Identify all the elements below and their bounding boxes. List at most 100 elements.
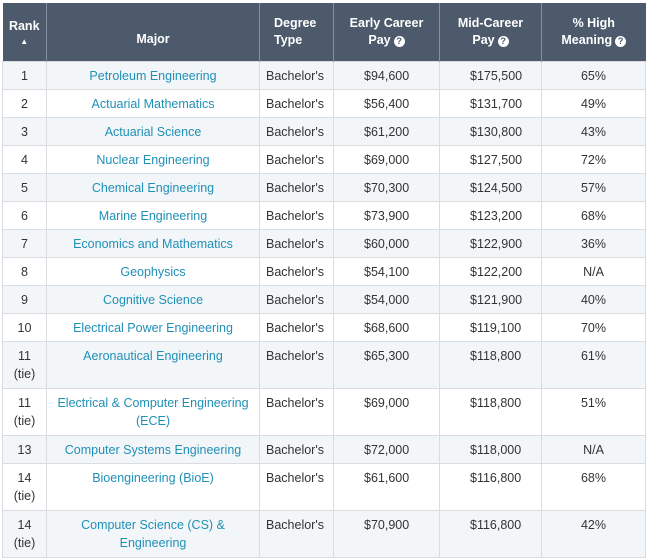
major-link[interactable]: Marine Engineering [46,201,260,230]
early-pay-cell: $69,000 [333,388,440,436]
table-row: 9 Cognitive Science Bachelor's $54,000 $… [2,285,646,314]
info-icon[interactable]: ? [615,36,627,47]
column-header-rank-label: Rank [8,18,40,33]
info-icon[interactable]: ? [393,36,405,47]
mid-pay-cell: $116,800 [439,463,542,511]
column-header-high-meaning[interactable]: % High Meaning? [541,3,646,62]
major-link[interactable]: Computer Science (CS) & Engineering [46,510,260,558]
column-header-degree-line2: Type [274,33,303,47]
early-pay-cell: $56,400 [333,89,440,118]
table-row: 6 Marine Engineering Bachelor's $73,900 … [2,201,646,230]
early-pay-cell: $65,300 [333,341,440,389]
early-pay-cell: $94,600 [333,61,440,90]
table-row: 11 (tie) Aeronautical Engineering Bachel… [2,341,646,389]
mid-pay-cell: $122,200 [439,257,542,286]
degree-cell: Bachelor's [259,341,334,389]
table-row: 1 Petroleum Engineering Bachelor's $94,6… [2,61,646,90]
column-header-early-career-pay[interactable]: Early Career Pay? [333,3,440,62]
major-link[interactable]: Aeronautical Engineering [46,341,260,389]
table-row: 5 Chemical Engineering Bachelor's $70,30… [2,173,646,202]
meaning-cell: 61% [541,341,646,389]
table-row: 13 Computer Systems Engineering Bachelor… [2,435,646,464]
rank-cell: 7 [2,229,47,258]
degree-cell: Bachelor's [259,435,334,464]
degree-cell: Bachelor's [259,89,334,118]
rank-cell: 14 (tie) [2,463,47,511]
rank-cell: 11 (tie) [2,388,47,436]
early-pay-cell: $69,000 [333,145,440,174]
mid-pay-cell: $124,500 [439,173,542,202]
table-row: 3 Actuarial Science Bachelor's $61,200 $… [2,117,646,146]
rank-cell: 2 [2,89,47,118]
major-link[interactable]: Electrical & Computer Engineering (ECE) [46,388,260,436]
column-header-early-line2: Pay [368,33,391,47]
major-link[interactable]: Electrical Power Engineering [46,313,260,342]
early-pay-cell: $73,900 [333,201,440,230]
rank-cell: 14 (tie) [2,510,47,558]
mid-pay-cell: $121,900 [439,285,542,314]
major-link[interactable]: Actuarial Science [46,117,260,146]
meaning-cell: 72% [541,145,646,174]
mid-pay-cell: $123,200 [439,201,542,230]
degree-cell: Bachelor's [259,201,334,230]
column-header-rank[interactable]: Rank ▲ [2,3,47,62]
salary-table: Rank ▲ Major Degree Type Early Career Pa… [2,3,646,558]
mid-pay-cell: $131,700 [439,89,542,118]
meaning-cell: N/A [541,435,646,464]
meaning-cell: 51% [541,388,646,436]
degree-cell: Bachelor's [259,285,334,314]
meaning-cell: 43% [541,117,646,146]
mid-pay-cell: $119,100 [439,313,542,342]
major-link[interactable]: Cognitive Science [46,285,260,314]
major-link[interactable]: Economics and Mathematics [46,229,260,258]
major-link[interactable]: Geophysics [46,257,260,286]
major-link[interactable]: Actuarial Mathematics [46,89,260,118]
column-header-degree-line1: Degree [274,16,317,30]
early-pay-cell: $54,100 [333,257,440,286]
degree-cell: Bachelor's [259,145,334,174]
rank-cell: 11 (tie) [2,341,47,389]
column-header-early-line1: Early Career [349,16,424,30]
major-link[interactable]: Bioengineering (BioE) [46,463,260,511]
mid-pay-cell: $118,800 [439,388,542,436]
column-header-major[interactable]: Major [46,3,260,62]
table-row: 2 Actuarial Mathematics Bachelor's $56,4… [2,89,646,118]
meaning-cell: 70% [541,313,646,342]
degree-cell: Bachelor's [259,463,334,511]
meaning-cell: 57% [541,173,646,202]
column-header-mid-career-pay[interactable]: Mid-Career Pay? [439,3,542,62]
early-pay-cell: $68,600 [333,313,440,342]
mid-pay-cell: $175,500 [439,61,542,90]
meaning-cell: 36% [541,229,646,258]
rank-cell: 4 [2,145,47,174]
early-pay-cell: $61,200 [333,117,440,146]
rank-cell: 10 [2,313,47,342]
table-row: 11 (tie) Electrical & Computer Engineeri… [2,388,646,436]
column-header-mid-line1: Mid-Career [457,16,524,30]
column-header-degree-type[interactable]: Degree Type [259,3,334,62]
early-pay-cell: $61,600 [333,463,440,511]
rank-cell: 13 [2,435,47,464]
rank-cell: 6 [2,201,47,230]
major-link[interactable]: Computer Systems Engineering [46,435,260,464]
table-body: 1 Petroleum Engineering Bachelor's $94,6… [2,61,646,558]
meaning-cell: 42% [541,510,646,558]
major-link[interactable]: Nuclear Engineering [46,145,260,174]
major-link[interactable]: Chemical Engineering [46,173,260,202]
early-pay-cell: $72,000 [333,435,440,464]
rank-cell: 9 [2,285,47,314]
column-header-mid-line2: Pay [472,33,495,47]
info-icon[interactable]: ? [497,36,509,47]
column-header-meaning-line2: Meaning [561,33,613,47]
early-pay-cell: $54,000 [333,285,440,314]
mid-pay-cell: $116,800 [439,510,542,558]
table-row: 4 Nuclear Engineering Bachelor's $69,000… [2,145,646,174]
degree-cell: Bachelor's [259,313,334,342]
rank-cell: 5 [2,173,47,202]
degree-cell: Bachelor's [259,173,334,202]
meaning-cell: 68% [541,463,646,511]
major-link[interactable]: Petroleum Engineering [46,61,260,90]
mid-pay-cell: $130,800 [439,117,542,146]
table-header: Rank ▲ Major Degree Type Early Career Pa… [2,3,646,62]
early-pay-cell: $70,900 [333,510,440,558]
